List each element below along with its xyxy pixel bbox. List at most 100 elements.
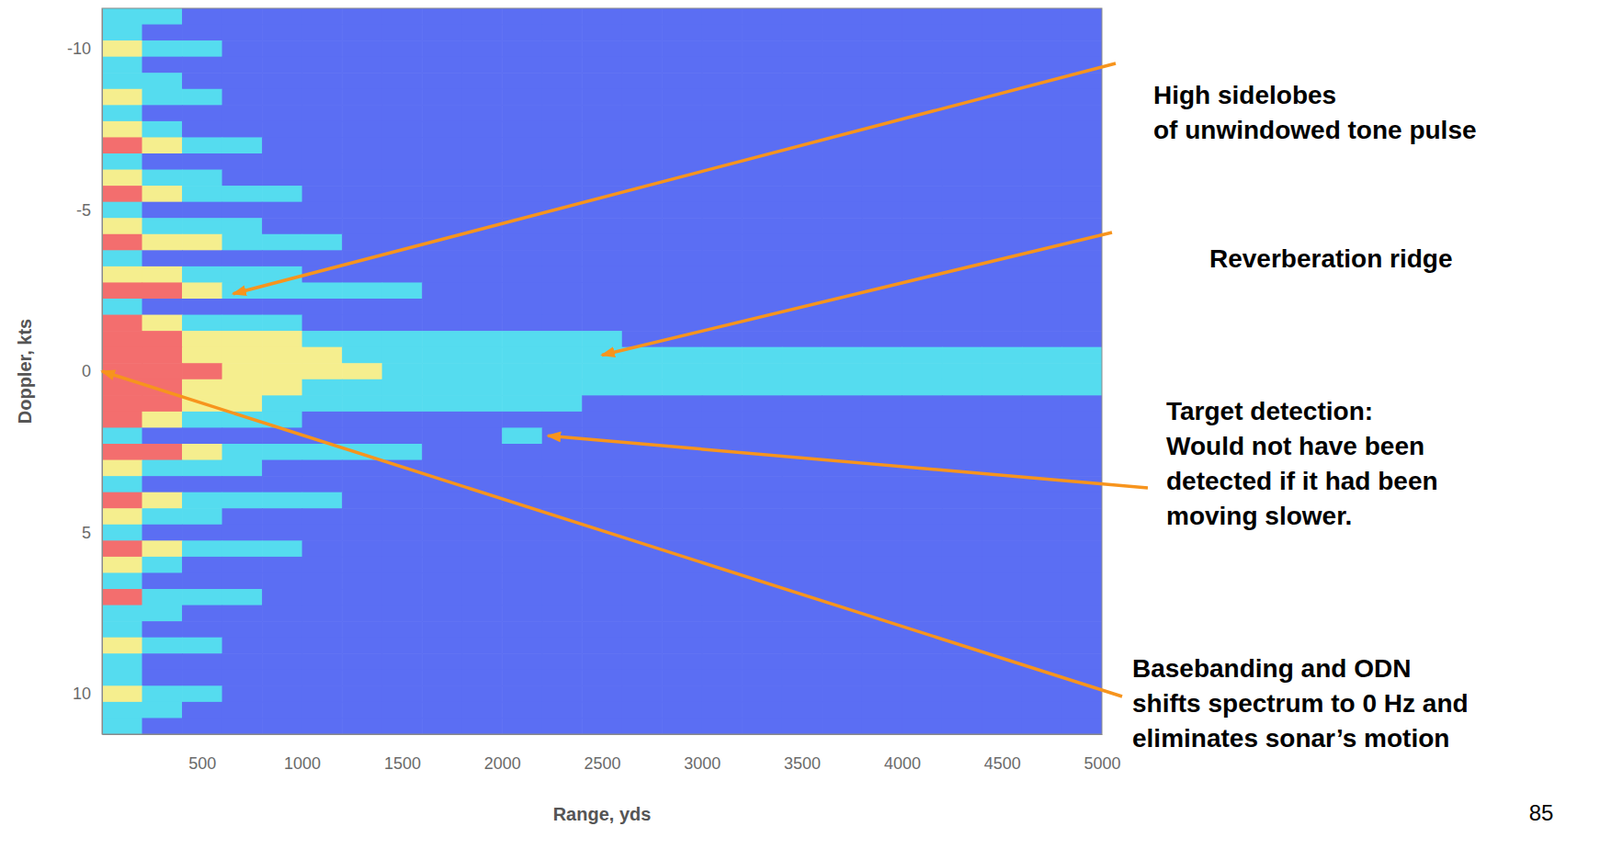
heatmap-cell <box>542 379 583 397</box>
tick-label: 5 <box>81 523 91 543</box>
heatmap-cell <box>782 217 823 235</box>
heatmap-cell <box>382 121 423 138</box>
heatmap-cell <box>741 524 783 542</box>
heatmap-cell <box>222 524 263 542</box>
heatmap-cell <box>661 89 703 106</box>
heatmap-cell <box>421 669 463 687</box>
heatmap-cell <box>222 40 263 57</box>
heatmap-cell <box>382 443 423 461</box>
heatmap-cell <box>981 121 1022 138</box>
heatmap-cell <box>661 508 703 525</box>
heatmap-cell <box>1021 637 1063 655</box>
heatmap-cell <box>661 104 703 122</box>
heatmap-cell <box>181 589 223 606</box>
heatmap-cell <box>382 685 423 703</box>
heatmap-cell <box>302 40 343 57</box>
heatmap-cell <box>981 637 1022 655</box>
heatmap-cell <box>782 104 823 122</box>
heatmap-cell <box>981 330 1022 348</box>
heatmap-cell <box>941 121 983 138</box>
heatmap-cell <box>821 104 863 122</box>
heatmap-cell <box>661 621 703 638</box>
heatmap-cell <box>341 540 383 557</box>
heatmap-cell <box>1021 121 1063 138</box>
heatmap-cell <box>181 685 223 703</box>
heatmap-cell <box>901 249 942 267</box>
heatmap-cell <box>1021 621 1063 638</box>
heatmap-cell <box>261 379 303 397</box>
heatmap-cell <box>862 217 903 235</box>
heatmap-cell <box>542 72 583 90</box>
heatmap-cell <box>901 298 942 316</box>
heatmap-cell <box>542 524 583 542</box>
heatmap-cell <box>102 282 143 299</box>
heatmap-cell <box>1061 330 1102 348</box>
heatmap-cell <box>181 104 223 122</box>
heatmap-cell <box>102 56 143 74</box>
heatmap-cell <box>661 72 703 90</box>
heatmap-cell <box>622 379 663 397</box>
heatmap-cell <box>941 556 983 574</box>
heatmap-cell <box>901 282 942 299</box>
heatmap-cell <box>261 330 303 348</box>
heatmap-cell <box>782 717 823 735</box>
heatmap-cell <box>702 282 743 299</box>
heatmap-cell <box>862 379 903 397</box>
heatmap-cell <box>901 315 942 332</box>
heatmap-cell <box>581 476 623 493</box>
heatmap-cell <box>102 653 143 670</box>
heatmap-cell <box>382 266 423 284</box>
heatmap-cell <box>142 363 183 380</box>
heatmap-cell <box>261 153 303 171</box>
heatmap-cell <box>142 411 183 429</box>
heatmap-cell <box>462 104 503 122</box>
heatmap-cell <box>821 508 863 525</box>
heatmap-cell <box>382 476 423 493</box>
heatmap-cell <box>622 121 663 138</box>
heatmap-cell <box>382 72 423 90</box>
heatmap-cell <box>142 524 183 542</box>
heatmap-cell <box>181 411 223 429</box>
annotation-arrows <box>102 63 1148 697</box>
heatmap-cell <box>1021 153 1063 171</box>
heatmap-cell <box>821 653 863 670</box>
heatmap-cell <box>542 136 583 154</box>
heatmap-cell <box>261 669 303 687</box>
heatmap-cell <box>102 702 143 719</box>
heatmap-cell <box>102 669 143 687</box>
heatmap-cell <box>382 89 423 106</box>
heatmap-cell <box>702 298 743 316</box>
chart: 500100015002000250030003500400045005000-… <box>0 0 1600 849</box>
heatmap-cell <box>181 460 223 477</box>
heatmap-cell <box>261 249 303 267</box>
heatmap-cell <box>981 298 1022 316</box>
heatmap-cell <box>341 427 383 444</box>
annotation-text: Reverberation ridge <box>1209 244 1453 273</box>
heatmap-cell <box>222 443 263 461</box>
heatmap-cell <box>981 202 1022 219</box>
heatmap-cell <box>222 605 263 623</box>
heatmap-cell <box>542 315 583 332</box>
heatmap-cell <box>1021 443 1063 461</box>
heatmap-cell <box>222 621 263 638</box>
heatmap-cell <box>1021 202 1063 219</box>
heatmap-cell <box>1021 492 1063 510</box>
heatmap-cell <box>862 170 903 187</box>
heatmap-cell <box>501 702 543 719</box>
heatmap-cell <box>661 153 703 171</box>
heatmap-cell <box>142 476 183 493</box>
heatmap-cell <box>702 170 743 187</box>
heatmap-cell <box>661 121 703 138</box>
heatmap-cell <box>1021 379 1063 397</box>
heatmap-cell <box>222 702 263 719</box>
heatmap-cell <box>501 8 543 25</box>
heatmap-cell <box>741 266 783 284</box>
heatmap-cell <box>142 104 183 122</box>
heatmap-cell <box>941 298 983 316</box>
heatmap-cell <box>222 234 263 251</box>
heatmap-cell <box>821 717 863 735</box>
heatmap-cell <box>581 572 623 590</box>
heatmap-cell <box>782 621 823 638</box>
axis-line <box>102 734 1103 736</box>
y-axis: -10-50510 <box>67 9 103 736</box>
